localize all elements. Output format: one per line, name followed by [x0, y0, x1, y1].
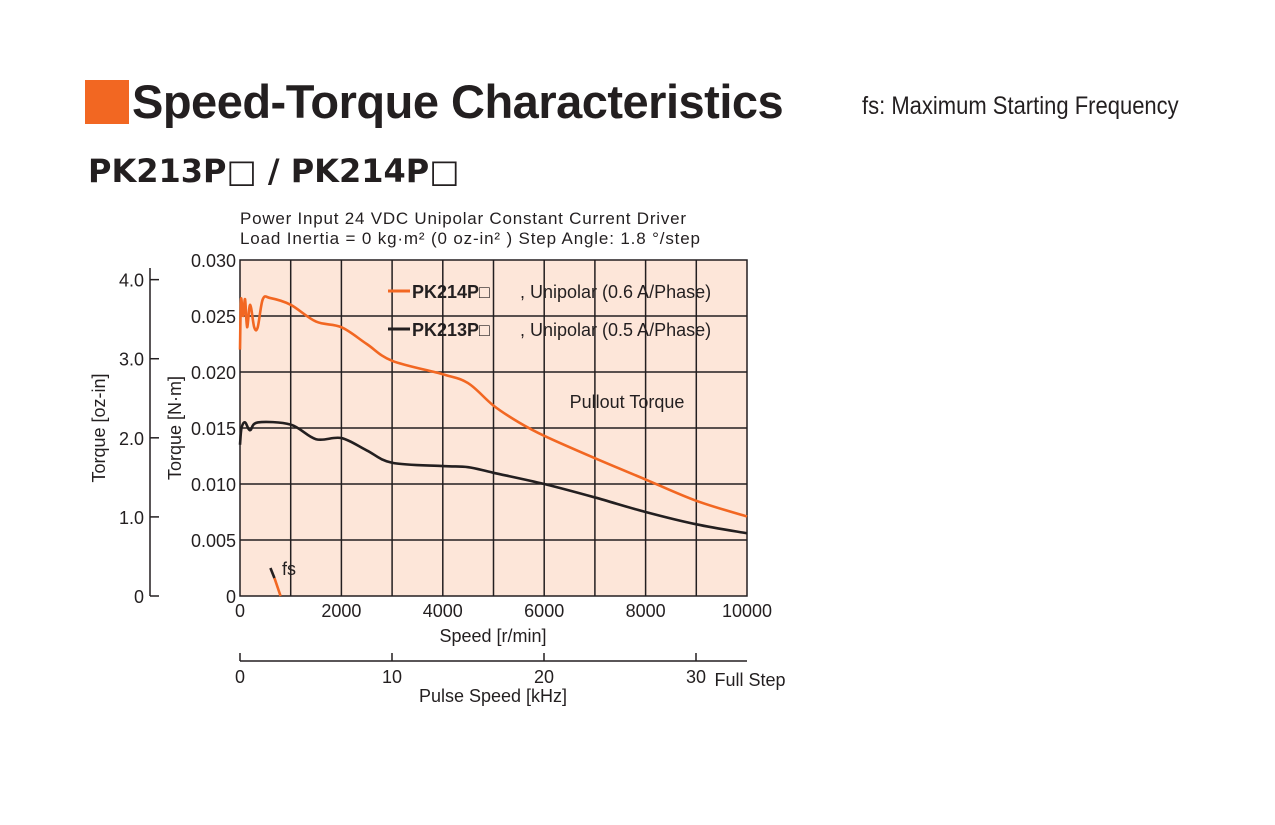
y-tick-label: 0 — [226, 587, 236, 607]
page-title: Speed-Torque Characteristics — [132, 75, 784, 128]
y2-tick-label: 2.0 — [119, 429, 144, 449]
y-axis-label: Torque [N·m] — [165, 376, 185, 480]
fs-label: fs — [282, 559, 296, 579]
y2-axis-label: Torque [oz-in] — [89, 373, 109, 482]
header-accent-square — [85, 80, 129, 124]
x2-tick-label: 10 — [382, 667, 402, 687]
model-heading: PK213P□ / PK214P□ — [88, 152, 460, 190]
x-axis-label: Speed [r/min] — [439, 626, 546, 646]
y2-tick-label: 0 — [134, 587, 144, 607]
series-line-pk213p — [238, 420, 748, 535]
x2-tick-label: 0 — [235, 667, 245, 687]
y2-tick-label: 3.0 — [119, 350, 144, 370]
y-tick-label: 0.020 — [191, 363, 236, 383]
fs-marker-black — [269, 567, 276, 579]
series-line-pk214p — [238, 295, 748, 518]
y-tick-label: 0.030 — [191, 251, 236, 271]
x-tick-label: 6000 — [524, 601, 564, 621]
x-tick-label: 8000 — [626, 601, 666, 621]
fs-marker-orange — [273, 577, 282, 597]
y-tick-label: 0.005 — [191, 531, 236, 551]
legend-name: PK213P□ — [412, 320, 490, 340]
legend-name: PK214P□ — [412, 282, 490, 302]
y2-tick-label: 1.0 — [119, 508, 144, 528]
x2-axis-suffix: Full Step — [714, 670, 785, 690]
x2-axis-label: Pulse Speed [kHz] — [419, 686, 567, 706]
page-subtitle: fs: Maximum Starting Frequency — [862, 92, 1179, 120]
x2-tick-label: 20 — [534, 667, 554, 687]
x-tick-label: 0 — [235, 601, 245, 621]
plot-frame — [239, 259, 748, 597]
chart-condition-0: Power Input 24 VDC Unipolar Constant Cur… — [240, 209, 686, 228]
pullout-torque-annotation: Pullout Torque — [570, 392, 685, 412]
x-tick-label: 10000 — [722, 601, 772, 621]
chart-condition-1: Load Inertia = 0 kg·m² (0 oz-in² ) Step … — [240, 229, 700, 248]
y2-tick-label: 4.0 — [119, 271, 144, 291]
x-tick-label: 4000 — [423, 601, 463, 621]
legend-desc: , Unipolar (0.5 A/Phase) — [520, 320, 711, 340]
y-tick-label: 0.025 — [191, 307, 236, 327]
y-tick-label: 0.010 — [191, 475, 236, 495]
x2-tick-label: 30 — [686, 667, 706, 687]
y-tick-label: 0.015 — [191, 419, 236, 439]
legend-desc: , Unipolar (0.6 A/Phase) — [520, 282, 711, 302]
x-tick-label: 2000 — [321, 601, 361, 621]
